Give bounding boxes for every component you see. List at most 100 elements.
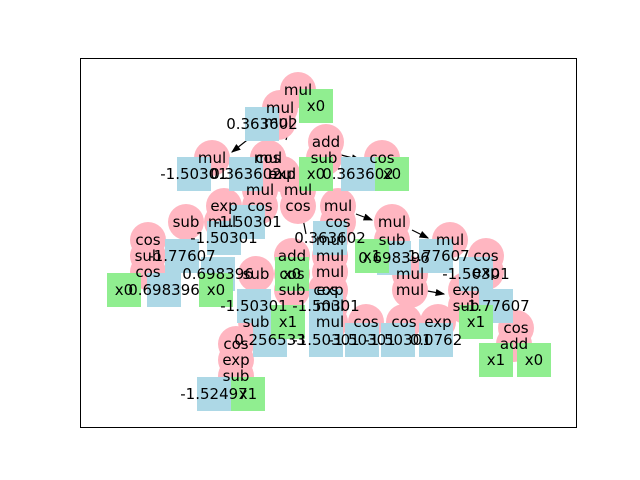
operator-label: cos (247, 197, 272, 215)
constant-node (419, 239, 453, 273)
operator-label: cos (353, 313, 378, 331)
variable-label: x0 (283, 265, 301, 283)
constant-node (237, 289, 271, 323)
operator-label: mul (198, 149, 226, 167)
constant-node (345, 323, 379, 357)
constant-label: 0.698396 (182, 265, 254, 283)
constant-node (381, 323, 415, 357)
tree-edge (355, 213, 374, 221)
operator-label: mul (268, 165, 296, 183)
operator-label: add (278, 247, 306, 265)
variable-node (275, 257, 309, 291)
constant-node (419, 323, 453, 357)
operator-label: cos (313, 281, 338, 299)
operator-label: cos (223, 335, 248, 353)
constant-label: -1.50301 (160, 165, 227, 183)
operator-label: sub (279, 281, 306, 299)
operator-label: cos (325, 213, 350, 231)
operator-node (238, 256, 274, 292)
variable-label: x1 (279, 313, 297, 331)
operator-label: cos (285, 197, 310, 215)
constant-label: 0.698396 (128, 281, 200, 299)
variable-label: x1 (363, 247, 381, 265)
operator-label: sub (453, 297, 480, 315)
operator-label: mul (316, 313, 344, 331)
constant-label: -1.77607 (402, 247, 469, 265)
operator-label: mul (316, 297, 344, 315)
operator-label: mul (436, 231, 464, 249)
constant-node (177, 157, 211, 191)
operator-label: cos (369, 149, 394, 167)
operator-label: sub (243, 313, 270, 331)
variable-node (299, 157, 333, 191)
variable-label: x0 (207, 281, 225, 299)
operator-label: sub (379, 231, 406, 249)
operator-label: exp (424, 313, 451, 331)
variable-label: x0 (383, 165, 401, 183)
operator-label: cos (503, 319, 528, 337)
variable-node (271, 305, 305, 339)
operator-label: mul (378, 213, 406, 231)
operator-label: cos (279, 265, 304, 283)
constant-label: 0.363602 (322, 165, 394, 183)
constant-node (165, 239, 199, 273)
operator-label: mul (254, 149, 282, 167)
operator-label: exp (472, 263, 499, 281)
operator-label: sub (173, 213, 200, 231)
constant-label: -1.50301 (214, 213, 281, 231)
variable-node (375, 157, 409, 191)
constant-label: -1.50301 (442, 265, 509, 283)
operator-label: add (500, 335, 528, 353)
operator-label: cos (135, 263, 160, 281)
tree-edge (411, 229, 430, 239)
variable-label: x1 (467, 313, 485, 331)
constant-label: -1.77607 (462, 297, 529, 315)
constant-label: 0.0762 (410, 331, 463, 349)
operator-label: mul (316, 231, 344, 249)
operator-label: cos (135, 231, 160, 249)
operator-label: mul (208, 213, 236, 231)
constant-label: -1.50301 (292, 297, 359, 315)
constant-label: -1.50301 (190, 229, 257, 247)
constant-label: -1.50301 (364, 331, 431, 349)
operator-label: mul (266, 99, 294, 117)
operator-label: sub (243, 265, 270, 283)
operator-label: exp (222, 351, 249, 369)
operator-label: mul (396, 281, 424, 299)
operator-label: sub (135, 247, 162, 265)
constant-node (207, 221, 241, 255)
constant-label: -1.52497 (180, 385, 247, 403)
operator-label: cos (473, 247, 498, 265)
operator-node (392, 272, 428, 308)
operator-label: mul (396, 265, 424, 283)
constant-label: -1.77607 (148, 247, 215, 265)
operator-node (280, 188, 316, 224)
constant-label: 0.698396 (358, 249, 430, 267)
variable-node (199, 273, 233, 307)
operator-label: cos (391, 313, 416, 331)
variable-label: x1 (487, 351, 505, 369)
operator-label: mul (246, 181, 274, 199)
constant-label: 0.363602 (210, 165, 282, 183)
variable-label: x0 (307, 165, 325, 183)
variable-node (299, 89, 333, 123)
operator-label: mul (264, 113, 292, 131)
operator-label: mul (316, 247, 344, 265)
variable-node (517, 343, 551, 377)
constant-node (459, 257, 493, 291)
variable-node (107, 273, 141, 307)
variable-label: x0 (115, 281, 133, 299)
variable-label: x1 (239, 385, 257, 403)
operator-label: exp (210, 197, 237, 215)
variable-node (479, 343, 513, 377)
constant-node (147, 273, 181, 307)
variable-label: x0 (525, 351, 543, 369)
constant-node (309, 323, 343, 357)
operator-label: mul (324, 197, 352, 215)
variable-node (355, 239, 389, 273)
constant-label: -1.50301 (292, 331, 359, 349)
constant-label: 0.256533 (234, 331, 306, 349)
constant-node (245, 107, 279, 141)
